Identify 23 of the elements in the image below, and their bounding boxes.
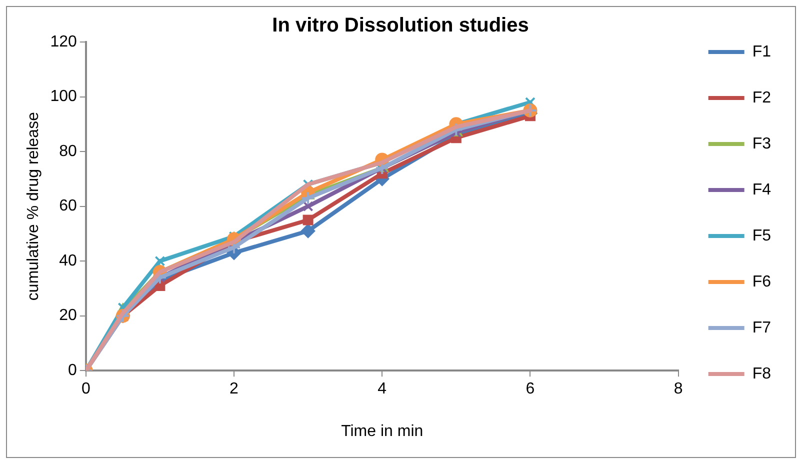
- x-tick-label: 8: [674, 380, 683, 398]
- legend-label: F1: [752, 43, 772, 60]
- legend-label: F8: [752, 365, 772, 382]
- x-tick-label: 6: [526, 380, 535, 398]
- legend-label: F6: [752, 273, 772, 290]
- y-tick-label: 40: [59, 252, 77, 270]
- y-tick-label: 80: [59, 142, 77, 160]
- legend-label: F5: [752, 227, 772, 244]
- x-tick-label: 0: [81, 380, 90, 398]
- legend-label: F4: [752, 181, 772, 198]
- legend-label: F2: [752, 89, 772, 106]
- y-tick-label: 60: [59, 198, 77, 215]
- y-axis-title: cumulative % drug release: [25, 112, 42, 301]
- x-axis-title: Time in min: [341, 422, 424, 440]
- legend-label: F7: [752, 319, 772, 336]
- x-tick-label: 2: [230, 380, 239, 398]
- y-tick-label: 100: [50, 88, 77, 106]
- chart-title: In vitro Dissolution studies: [272, 14, 529, 37]
- y-tick-label: 0: [68, 362, 77, 380]
- legend-label: F3: [752, 135, 772, 152]
- x-tick-label: 4: [378, 380, 387, 398]
- y-tick-label: 120: [50, 33, 77, 50]
- y-tick-label: 20: [59, 307, 77, 324]
